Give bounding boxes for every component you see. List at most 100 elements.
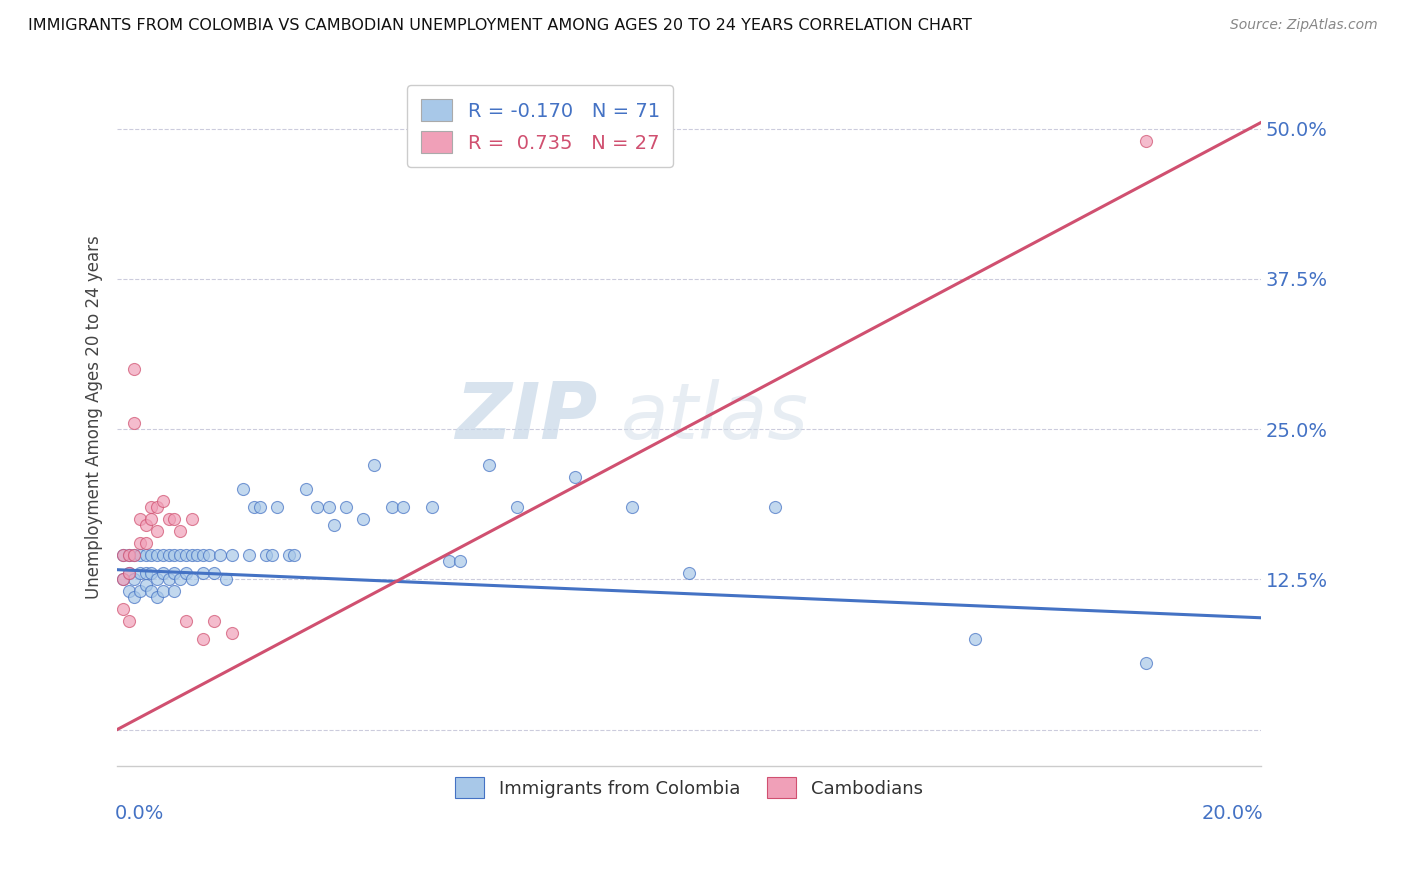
Point bbox=[1135, 134, 1157, 148]
Point bbox=[174, 548, 197, 562]
Point bbox=[152, 584, 174, 599]
Point bbox=[146, 591, 169, 605]
Point bbox=[111, 548, 134, 562]
Point bbox=[129, 584, 152, 599]
Point bbox=[146, 572, 169, 586]
Point bbox=[221, 548, 243, 562]
Point bbox=[202, 615, 225, 629]
Point bbox=[163, 548, 186, 562]
Point bbox=[146, 500, 169, 515]
Point bbox=[146, 548, 169, 562]
Point bbox=[152, 566, 174, 581]
Point bbox=[124, 591, 146, 605]
Text: IMMIGRANTS FROM COLOMBIA VS CAMBODIAN UNEMPLOYMENT AMONG AGES 20 TO 24 YEARS COR: IMMIGRANTS FROM COLOMBIA VS CAMBODIAN UN… bbox=[28, 18, 972, 33]
Point bbox=[420, 500, 443, 515]
Point bbox=[124, 572, 146, 586]
Point bbox=[135, 536, 157, 550]
Point bbox=[117, 615, 139, 629]
Point bbox=[157, 572, 180, 586]
Y-axis label: Unemployment Among Ages 20 to 24 years: Unemployment Among Ages 20 to 24 years bbox=[86, 235, 103, 599]
Point bbox=[307, 500, 329, 515]
Point bbox=[152, 548, 174, 562]
Point bbox=[478, 458, 501, 472]
Point bbox=[295, 482, 318, 496]
Point bbox=[141, 500, 163, 515]
Point bbox=[318, 500, 340, 515]
Point bbox=[197, 548, 219, 562]
Point bbox=[352, 512, 374, 526]
Point bbox=[111, 548, 134, 562]
Point bbox=[260, 548, 283, 562]
Point bbox=[449, 554, 471, 568]
Point bbox=[146, 524, 169, 539]
Point bbox=[191, 632, 214, 647]
Point bbox=[963, 632, 986, 647]
Point bbox=[437, 554, 460, 568]
Point bbox=[254, 548, 277, 562]
Point bbox=[135, 578, 157, 592]
Point bbox=[174, 615, 197, 629]
Point bbox=[506, 500, 529, 515]
Point bbox=[180, 512, 202, 526]
Point bbox=[111, 602, 134, 616]
Point bbox=[620, 500, 643, 515]
Point bbox=[243, 500, 266, 515]
Point bbox=[141, 512, 163, 526]
Point bbox=[191, 548, 214, 562]
Point bbox=[169, 548, 191, 562]
Point bbox=[221, 626, 243, 640]
Text: 0.0%: 0.0% bbox=[114, 805, 163, 823]
Point bbox=[266, 500, 288, 515]
Text: atlas: atlas bbox=[620, 379, 808, 455]
Point bbox=[186, 548, 208, 562]
Point bbox=[232, 482, 254, 496]
Point bbox=[191, 566, 214, 581]
Point bbox=[335, 500, 357, 515]
Point bbox=[381, 500, 404, 515]
Point bbox=[169, 524, 191, 539]
Point bbox=[157, 548, 180, 562]
Point bbox=[141, 584, 163, 599]
Point bbox=[215, 572, 238, 586]
Text: Source: ZipAtlas.com: Source: ZipAtlas.com bbox=[1230, 18, 1378, 32]
Point bbox=[117, 566, 139, 581]
Point bbox=[135, 548, 157, 562]
Point bbox=[124, 362, 146, 376]
Point bbox=[129, 536, 152, 550]
Point bbox=[564, 470, 586, 484]
Point bbox=[678, 566, 700, 581]
Point bbox=[152, 494, 174, 508]
Point bbox=[129, 566, 152, 581]
Point bbox=[163, 512, 186, 526]
Point bbox=[141, 548, 163, 562]
Point bbox=[392, 500, 415, 515]
Legend: Immigrants from Colombia, Cambodians: Immigrants from Colombia, Cambodians bbox=[449, 770, 929, 805]
Point bbox=[174, 566, 197, 581]
Point bbox=[209, 548, 232, 562]
Point bbox=[277, 548, 299, 562]
Point bbox=[129, 548, 152, 562]
Point bbox=[169, 572, 191, 586]
Point bbox=[117, 584, 139, 599]
Point bbox=[117, 566, 139, 581]
Point bbox=[124, 548, 146, 562]
Point bbox=[117, 548, 139, 562]
Point bbox=[283, 548, 305, 562]
Point bbox=[202, 566, 225, 581]
Point bbox=[363, 458, 385, 472]
Point bbox=[111, 572, 134, 586]
Point bbox=[323, 518, 346, 533]
Point bbox=[135, 518, 157, 533]
Point bbox=[157, 512, 180, 526]
Point bbox=[124, 548, 146, 562]
Point bbox=[111, 572, 134, 586]
Point bbox=[124, 416, 146, 430]
Point bbox=[163, 584, 186, 599]
Point bbox=[117, 548, 139, 562]
Point bbox=[1135, 657, 1157, 671]
Point bbox=[129, 512, 152, 526]
Point bbox=[180, 572, 202, 586]
Point bbox=[180, 548, 202, 562]
Point bbox=[763, 500, 786, 515]
Point bbox=[135, 566, 157, 581]
